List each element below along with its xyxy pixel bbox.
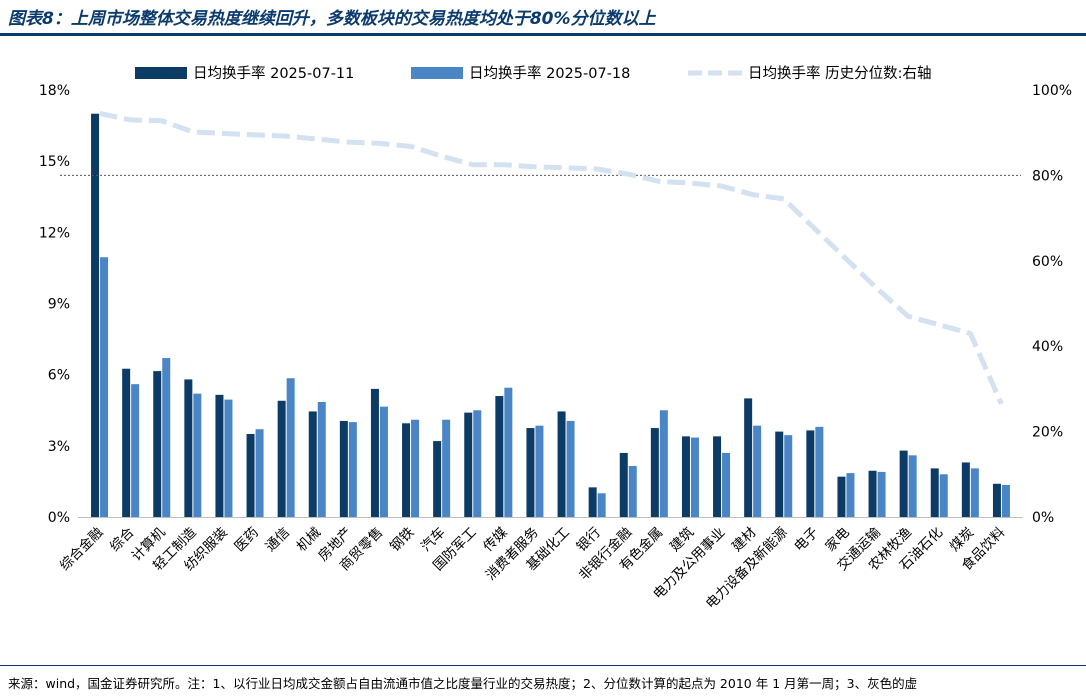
bar-2025-07-18 xyxy=(753,425,762,517)
bar-2025-07-11 xyxy=(277,400,286,517)
chart-title: 图表8：上周市场整体交易热度继续回升，多数板块的交易热度均处于80%分位数以上 xyxy=(8,9,656,29)
bar-2025-07-18 xyxy=(784,435,793,517)
bar-2025-07-11 xyxy=(215,394,224,517)
right-axis: 0% 20% 40% 60% 80% 100% xyxy=(1032,83,1072,526)
category-label: 综合金融 xyxy=(57,524,107,574)
right-tick-label: 100% xyxy=(1032,83,1072,99)
bar-2025-07-11 xyxy=(91,113,100,517)
bar-2025-07-11 xyxy=(992,483,1001,517)
legend-label-percentile: 日均换手率 历史分位数:右轴 xyxy=(748,65,932,82)
bar-2025-07-18 xyxy=(379,406,388,517)
bar-2025-07-18 xyxy=(1001,484,1010,517)
left-tick-label: 9% xyxy=(48,297,70,313)
right-tick-label: 40% xyxy=(1032,339,1063,355)
bar-2025-07-18 xyxy=(566,420,575,517)
bar-2025-07-18 xyxy=(442,419,451,517)
bar-2025-07-18 xyxy=(193,393,202,517)
left-tick-label: 15% xyxy=(39,154,70,170)
source-note: 来源：wind，国金证券研究所。注：1、以行业日均成交金额占自由流通市值之比度量… xyxy=(8,676,918,691)
bar-2025-07-11 xyxy=(713,436,722,517)
legend-swatch-2025-07-18 xyxy=(411,67,463,79)
legend: 日均换手率 2025-07-11 日均换手率 2025-07-18 日均换手率 历史… xyxy=(135,65,932,82)
bar-2025-07-11 xyxy=(122,368,131,517)
percentile-series xyxy=(99,111,1004,405)
bar-2025-07-11 xyxy=(184,379,193,517)
bar-2025-07-18 xyxy=(473,410,482,517)
bar-2025-07-18 xyxy=(224,399,233,517)
bar-2025-07-11 xyxy=(775,431,784,517)
bar-2025-07-11 xyxy=(308,411,317,517)
bar-2025-07-11 xyxy=(837,476,846,517)
bar-series xyxy=(78,113,1023,518)
category-label: 医药 xyxy=(231,525,261,555)
bar-2025-07-18 xyxy=(286,378,295,517)
right-tick-label: 80% xyxy=(1032,168,1063,184)
bar-2025-07-11 xyxy=(557,411,566,517)
bar-2025-07-11 xyxy=(681,436,690,517)
bar-2025-07-11 xyxy=(370,388,379,517)
bar-2025-07-18 xyxy=(815,426,824,517)
bar-2025-07-18 xyxy=(846,473,855,517)
bar-2025-07-18 xyxy=(504,387,513,517)
percentile-line xyxy=(99,111,1004,405)
bar-2025-07-18 xyxy=(939,474,948,517)
bar-2025-07-18 xyxy=(348,422,357,517)
left-tick-label: 6% xyxy=(48,368,70,384)
bar-2025-07-18 xyxy=(877,471,886,517)
turnover-chart: 日均换手率 2025-07-11 日均换手率 2025-07-18 日均换手率 历史… xyxy=(39,65,1072,612)
bar-2025-07-18 xyxy=(255,429,264,517)
bar-2025-07-11 xyxy=(339,420,348,517)
bar-2025-07-11 xyxy=(402,423,411,517)
bar-2025-07-11 xyxy=(153,371,162,517)
bar-2025-07-11 xyxy=(650,428,659,517)
bar-2025-07-18 xyxy=(597,493,606,517)
left-tick-label: 18% xyxy=(39,83,70,99)
bar-2025-07-11 xyxy=(526,428,535,517)
bar-2025-07-11 xyxy=(868,470,877,517)
bar-2025-07-18 xyxy=(722,452,731,517)
bar-2025-07-11 xyxy=(246,433,255,517)
category-label: 电子 xyxy=(791,525,821,555)
left-tick-label: 12% xyxy=(39,225,70,241)
bar-2025-07-11 xyxy=(433,441,442,517)
left-tick-label: 0% xyxy=(48,510,70,526)
legend-label-2025-07-11: 日均换手率 2025-07-11 xyxy=(193,65,354,82)
right-tick-label: 0% xyxy=(1032,510,1054,526)
bar-2025-07-11 xyxy=(744,398,753,517)
bar-2025-07-11 xyxy=(588,487,597,517)
bar-2025-07-11 xyxy=(930,468,939,517)
bar-2025-07-18 xyxy=(131,384,140,517)
bar-2025-07-11 xyxy=(495,396,504,517)
right-tick-label: 60% xyxy=(1032,254,1063,270)
bar-2025-07-18 xyxy=(690,437,699,517)
left-axis: 0% 3% 6% 9% 12% 15% 18% xyxy=(39,83,70,526)
bar-2025-07-18 xyxy=(970,468,979,517)
bar-2025-07-18 xyxy=(100,257,109,517)
bar-2025-07-11 xyxy=(961,462,970,517)
bar-2025-07-11 xyxy=(806,430,815,517)
bar-2025-07-18 xyxy=(317,401,326,517)
bar-2025-07-18 xyxy=(908,455,917,517)
right-tick-label: 20% xyxy=(1032,425,1063,441)
bar-2025-07-11 xyxy=(619,452,628,517)
category-label: 钢铁 xyxy=(387,524,418,555)
footer-divider xyxy=(0,665,1086,666)
title-divider xyxy=(0,33,1086,36)
bar-2025-07-11 xyxy=(464,412,473,517)
bar-2025-07-18 xyxy=(628,465,637,517)
bar-2025-07-18 xyxy=(659,410,668,517)
bar-2025-07-18 xyxy=(535,425,544,517)
category-label: 通信 xyxy=(263,525,293,555)
bar-2025-07-11 xyxy=(899,450,908,517)
left-tick-label: 3% xyxy=(48,439,70,455)
bar-2025-07-18 xyxy=(411,419,420,517)
bar-2025-07-18 xyxy=(162,358,171,517)
legend-label-2025-07-18: 日均换手率 2025-07-18 xyxy=(469,65,630,82)
legend-swatch-2025-07-11 xyxy=(135,67,187,79)
